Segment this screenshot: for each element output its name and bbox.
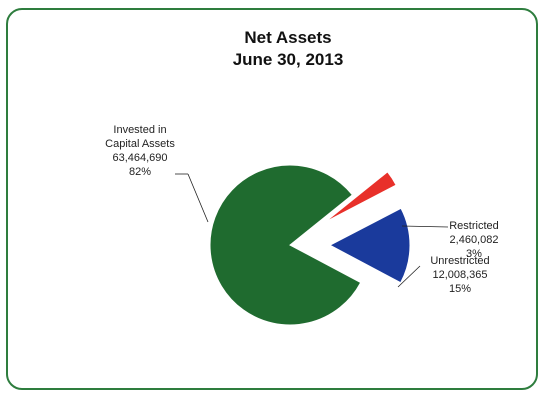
slice-percent-unrestricted: 15% bbox=[449, 283, 471, 295]
slice-value-unrestricted: 12,008,365 bbox=[432, 269, 487, 281]
slice-invested bbox=[209, 164, 362, 326]
chart-subtitle: June 30, 2013 bbox=[233, 50, 344, 69]
slice-label-invested-line1: Invested in bbox=[113, 124, 166, 136]
slice-value-invested: 63,464,690 bbox=[112, 152, 167, 164]
pie-slices bbox=[209, 164, 411, 326]
slice-label-restricted: Restricted bbox=[449, 220, 499, 232]
chart-title: Net Assets bbox=[244, 28, 331, 47]
slice-percent-restricted: 3% bbox=[466, 248, 482, 260]
slice-percent-invested: 82% bbox=[129, 166, 151, 178]
slice-restricted bbox=[324, 171, 397, 223]
slice-value-restricted: 2,460,082 bbox=[450, 234, 499, 246]
slice-label-unrestricted: Unrestricted bbox=[430, 255, 489, 267]
slice-label-invested-line2: Capital Assets bbox=[105, 138, 175, 150]
slice-unrestricted bbox=[328, 207, 411, 284]
